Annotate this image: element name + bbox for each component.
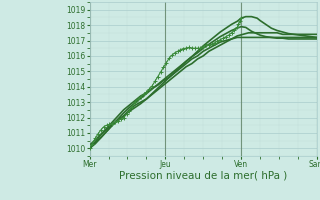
X-axis label: Pression niveau de la mer( hPa ): Pression niveau de la mer( hPa ) xyxy=(119,171,287,181)
